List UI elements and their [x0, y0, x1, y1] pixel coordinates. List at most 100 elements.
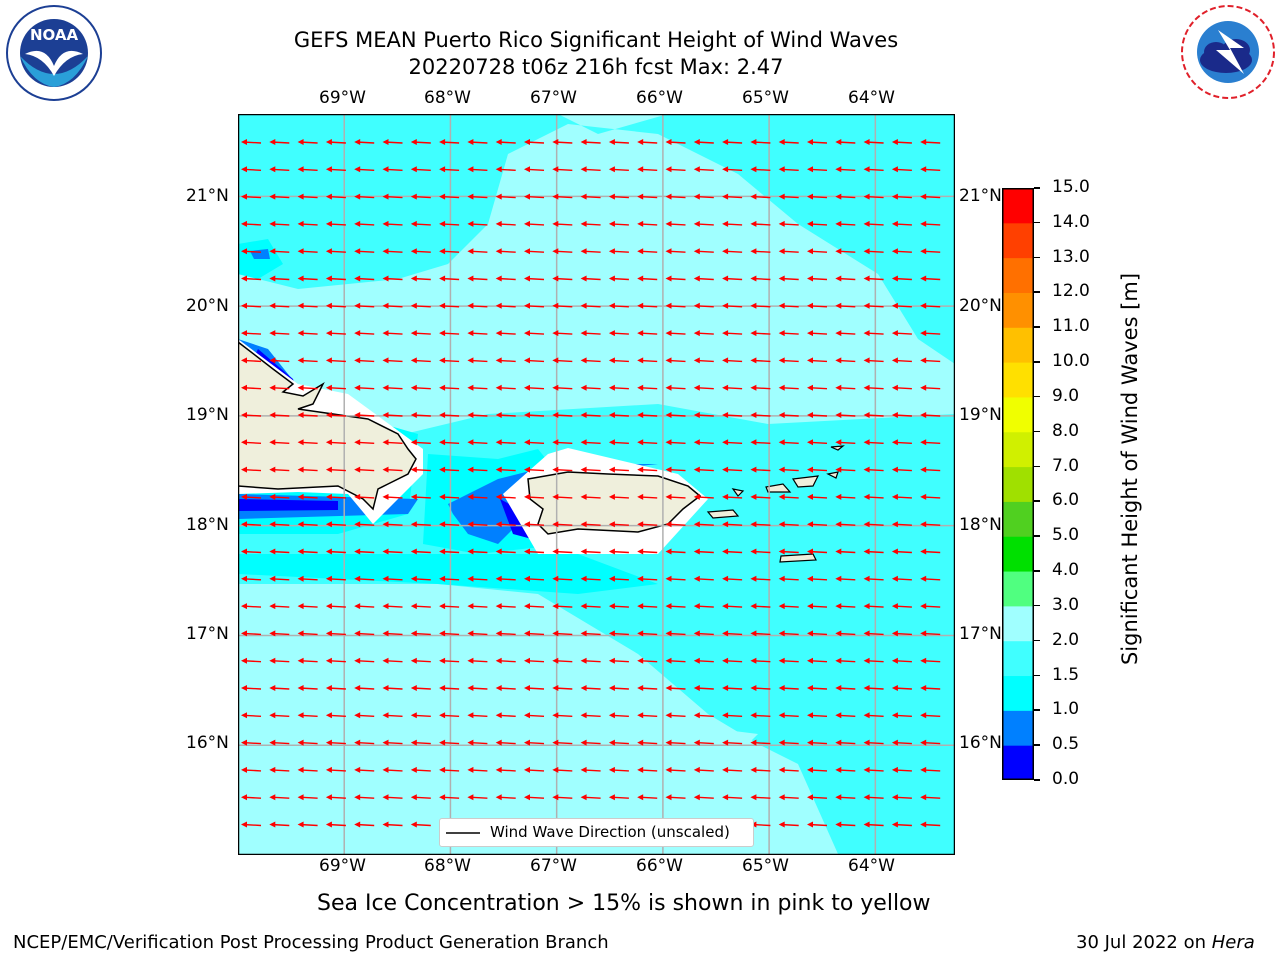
colorbar-tick-mark [1034, 221, 1040, 224]
wave-arrow [269, 384, 290, 391]
wave-arrow [807, 439, 828, 446]
wave-arrow [665, 220, 686, 227]
wave-arrow [467, 439, 488, 446]
wave-arrow [637, 521, 658, 528]
wave-arrow [580, 794, 601, 801]
wave-arrow [552, 302, 573, 309]
wave-arrow [891, 739, 912, 746]
wave-arrow [722, 302, 743, 309]
colorbar-tick-mark [1034, 430, 1040, 433]
colorbar-tick-label: 13.0 [1052, 246, 1090, 267]
wave-arrow [920, 302, 941, 309]
wave-arrow [608, 330, 629, 337]
wave-arrow [750, 248, 771, 255]
lat-label-left-21: 21°N [186, 186, 229, 206]
wave-arrow [552, 193, 573, 200]
wave-arrow [778, 712, 799, 719]
wave-arrow [891, 466, 912, 473]
wave-arrow [750, 220, 771, 227]
wave-arrow [524, 166, 545, 173]
wave-arrow [467, 275, 488, 282]
wave-arrow [920, 220, 941, 227]
wave-arrow [920, 412, 941, 418]
wave-arrow [778, 794, 799, 801]
wave-arrow [382, 821, 403, 828]
lon-label-bottom-67: 67°W [530, 856, 577, 876]
wave-arrow [637, 630, 658, 637]
wave-arrow [552, 548, 573, 555]
wave-arrow [410, 794, 431, 801]
wave-arrow [495, 357, 516, 364]
wave-arrow [891, 439, 912, 446]
wave-arrow [467, 193, 488, 200]
wave-arrow [722, 521, 743, 528]
wave-arrow [382, 384, 403, 391]
wave-arrow [410, 139, 431, 145]
wave-arrow [863, 685, 884, 691]
colorbar-tick-mark [1034, 187, 1040, 189]
wave-arrow [410, 739, 431, 746]
wave-arrow [835, 493, 856, 500]
wave-arrow [524, 193, 545, 200]
wave-arrow [920, 739, 941, 746]
wave-arrow [863, 794, 884, 801]
wave-arrow [665, 685, 686, 691]
wave-arrow [891, 193, 912, 200]
wave-arrow [637, 766, 658, 773]
wave-arrow [665, 248, 686, 255]
wave-arrow [608, 685, 629, 691]
wave-arrow [410, 493, 431, 500]
wave-arrow [891, 248, 912, 255]
wave-arrow [807, 330, 828, 337]
wave-arrow [835, 384, 856, 391]
colorbar-segment [1002, 745, 1034, 781]
wave-arrow [552, 357, 573, 364]
wave-arrow [297, 193, 318, 200]
wave-arrow [382, 575, 403, 582]
wave-arrow [297, 412, 318, 418]
wave-arrow [297, 275, 318, 282]
wave-arrow [778, 685, 799, 691]
wave-arrow [750, 548, 771, 555]
wave-arrow [637, 739, 658, 746]
colorbar-segment [1002, 188, 1034, 224]
wave-arrow [835, 220, 856, 227]
wave-arrow [835, 248, 856, 255]
wave-arrow [778, 302, 799, 309]
wave-arrow [382, 466, 403, 473]
colorbar-tick-mark [1034, 500, 1040, 502]
wave-arrow [325, 275, 346, 282]
colorbar-tick-label: 4.0 [1052, 560, 1080, 581]
wave-arrow [835, 166, 856, 173]
colorbar-tick-label: 2.0 [1052, 629, 1080, 650]
lon-label-bottom-64: 64°W [848, 856, 895, 876]
wave-arrow [807, 357, 828, 364]
lat-label-left-17: 17°N [186, 624, 229, 644]
wave-arrow [693, 794, 714, 801]
lon-label-top-66: 66°W [636, 88, 683, 108]
wave-arrow [467, 493, 488, 500]
wave-arrow [269, 330, 290, 337]
wave-arrow [807, 166, 828, 173]
wave-arrow [495, 630, 516, 637]
wave-arrow [580, 685, 601, 691]
lat-label-right-20: 20°N [959, 296, 1002, 316]
wave-arrow [410, 330, 431, 337]
wave-arrow [241, 712, 262, 719]
colorbar-tick-mark [1034, 604, 1040, 607]
wave-arrow [439, 493, 460, 500]
wave-arrow [693, 712, 714, 719]
wave-arrow [835, 302, 856, 309]
wave-arrow [608, 357, 629, 364]
wave-arrow [467, 794, 488, 801]
wave-arrow [325, 166, 346, 173]
wave-arrow [665, 330, 686, 337]
wave-arrow [241, 193, 262, 200]
wave-arrow [297, 575, 318, 582]
wave-arrow [891, 685, 912, 691]
wave-arrow [524, 493, 545, 500]
wave-arrow [241, 739, 262, 746]
wave-arrow [241, 630, 262, 637]
wave-arrow [495, 384, 516, 391]
wave-arrow [807, 630, 828, 637]
